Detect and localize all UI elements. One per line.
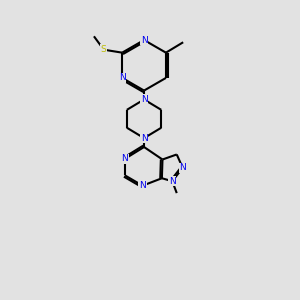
Text: N: N (141, 35, 147, 44)
Text: N: N (179, 163, 186, 172)
Text: S: S (101, 45, 106, 54)
Text: N: N (169, 177, 176, 186)
Text: N: N (141, 95, 147, 104)
Text: N: N (122, 154, 128, 164)
Text: N: N (139, 181, 146, 190)
Text: N: N (119, 74, 126, 82)
Text: N: N (141, 134, 147, 142)
